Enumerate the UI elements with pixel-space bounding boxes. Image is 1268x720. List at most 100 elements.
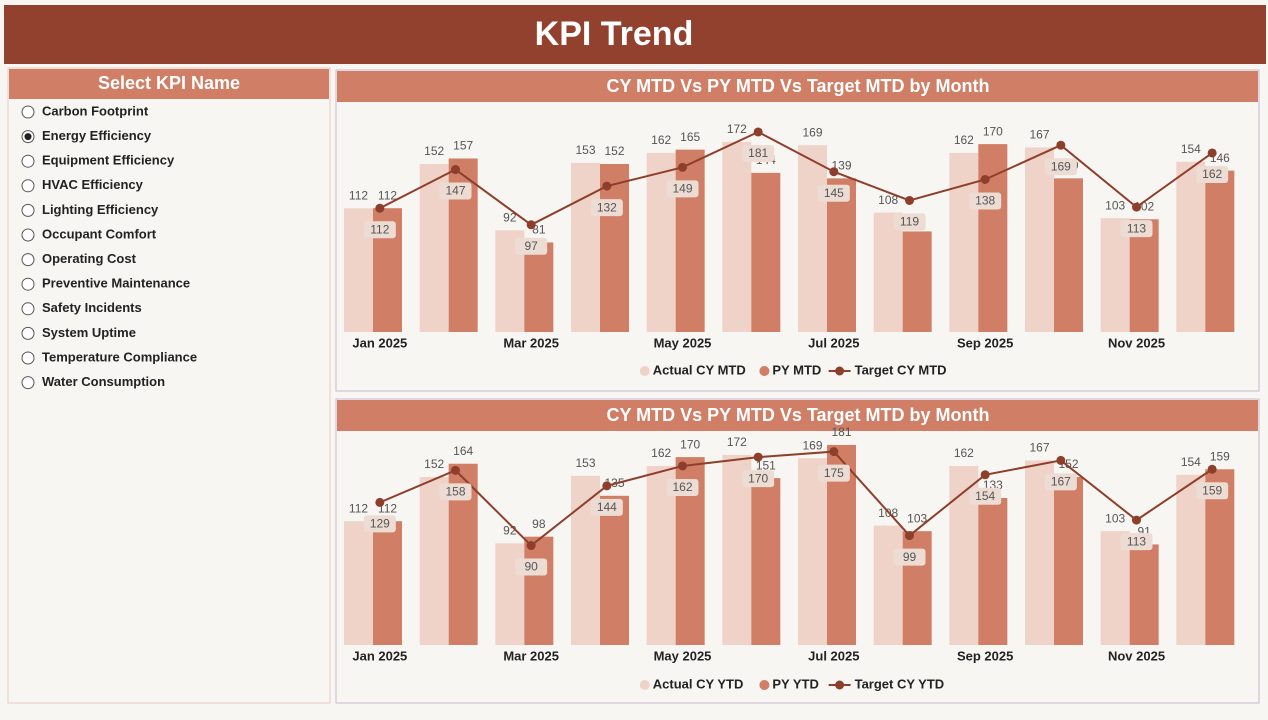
legend-label: Target CY YTD <box>855 676 945 691</box>
legend-marker <box>835 366 845 376</box>
data-label: 152 <box>604 144 624 158</box>
bar <box>873 525 903 645</box>
radio-button[interactable] <box>21 105 35 119</box>
data-label: 153 <box>575 456 595 470</box>
data-label: 108 <box>878 193 898 207</box>
radio-button[interactable] <box>21 203 35 217</box>
slicer-header <box>9 69 329 99</box>
data-label: 138 <box>975 194 995 208</box>
legend-label: Actual CY MTD <box>653 362 746 377</box>
radio-button[interactable] <box>21 376 35 390</box>
slicer-option[interactable]: Equipment Efficiency <box>42 153 175 168</box>
x-tick-label: Jul 2025 <box>808 335 859 350</box>
target-point <box>451 465 460 475</box>
slicer-option[interactable]: Preventive Maintenance <box>42 276 190 291</box>
slicer-option[interactable]: Safety Incidents <box>42 300 142 315</box>
target-point <box>753 127 763 137</box>
legend-label: Target CY MTD <box>855 362 947 377</box>
x-tick-label: Sep 2025 <box>957 648 1013 663</box>
data-label-box <box>363 221 396 239</box>
bar <box>1025 147 1054 332</box>
radio-button[interactable] <box>21 179 35 193</box>
slicer-option[interactable]: System Uptime <box>42 325 136 340</box>
bar <box>524 536 554 645</box>
radio-button[interactable] <box>21 228 35 242</box>
bar <box>1129 219 1159 332</box>
bar <box>949 152 979 332</box>
data-label-box <box>1044 158 1077 176</box>
slicer-option[interactable]: Occupant Comfort <box>42 226 157 241</box>
slicer-option[interactable]: Energy Efficiency <box>42 128 152 143</box>
data-label-box <box>742 144 775 162</box>
x-tick-label: Nov 2025 <box>1108 335 1165 350</box>
radio-button[interactable] <box>21 351 35 365</box>
bar <box>978 498 1008 645</box>
data-label-box <box>1120 533 1153 551</box>
data-label: 170 <box>983 124 1003 138</box>
slicer-option[interactable]: Temperature Compliance <box>42 349 197 364</box>
data-label-box <box>363 515 396 533</box>
bar <box>1176 474 1206 645</box>
data-label-box <box>1120 220 1153 238</box>
bar <box>902 231 932 332</box>
target-point <box>980 174 990 184</box>
slicer-panel <box>7 67 331 704</box>
data-label-box <box>590 498 623 516</box>
data-label: 152 <box>424 457 444 471</box>
data-label-box <box>817 464 850 482</box>
slicer-option[interactable]: Carbon Footprint <box>42 103 149 118</box>
data-label: 112 <box>370 222 389 236</box>
target-point <box>829 447 839 457</box>
target-point <box>753 452 763 462</box>
data-label: 165 <box>680 130 700 144</box>
bar <box>873 212 903 332</box>
data-label-box <box>439 182 472 200</box>
x-tick-label: Nov 2025 <box>1108 648 1165 663</box>
data-label: 159 <box>1202 483 1222 497</box>
radio-button[interactable] <box>21 277 35 291</box>
x-tick-label: Jul 2025 <box>808 648 859 663</box>
slicer-option[interactable]: Water Consumption <box>42 374 165 389</box>
legend-marker <box>759 680 770 690</box>
data-label-box <box>969 192 1002 210</box>
data-label-box <box>666 478 699 496</box>
radio-button[interactable] <box>21 302 35 316</box>
data-label-box <box>590 199 623 217</box>
bar <box>524 242 554 332</box>
target-point <box>526 541 536 551</box>
slicer-option[interactable]: Lighting Efficiency <box>42 202 159 217</box>
target-point <box>905 195 914 205</box>
slicer-option[interactable]: Operating Cost <box>42 251 137 266</box>
data-label: 169 <box>802 125 822 139</box>
data-label: 169 <box>802 438 822 452</box>
x-tick-label: May 2025 <box>654 335 712 350</box>
data-label: 162 <box>651 133 671 147</box>
radio-selected-dot <box>24 133 32 141</box>
target-point <box>602 181 612 191</box>
target-point <box>829 167 839 177</box>
legend-label: Actual CY YTD <box>653 676 744 691</box>
bar <box>344 521 373 645</box>
x-tick-label: May 2025 <box>654 648 712 663</box>
slicer-option[interactable]: HVAC Efficiency <box>42 177 144 192</box>
data-label: 172 <box>727 435 747 449</box>
data-label-box <box>515 237 548 255</box>
data-label: 113 <box>1127 221 1146 235</box>
chart-title: CY MTD Vs PY MTD Vs Target MTD by Month <box>606 76 989 96</box>
data-label: 158 <box>445 485 465 499</box>
data-label: 164 <box>453 444 473 458</box>
radio-button[interactable] <box>21 154 35 168</box>
radio-button[interactable] <box>21 326 35 340</box>
bar <box>1100 218 1130 332</box>
data-label-box <box>1196 482 1229 500</box>
bar <box>571 162 600 332</box>
target-point <box>375 203 385 213</box>
data-label: 90 <box>524 560 538 574</box>
chart-title-bar <box>337 400 1258 431</box>
bar <box>600 495 629 645</box>
data-label: 129 <box>370 517 390 531</box>
bar <box>1054 178 1083 332</box>
target-point <box>678 162 687 172</box>
radio-button[interactable] <box>21 253 35 267</box>
